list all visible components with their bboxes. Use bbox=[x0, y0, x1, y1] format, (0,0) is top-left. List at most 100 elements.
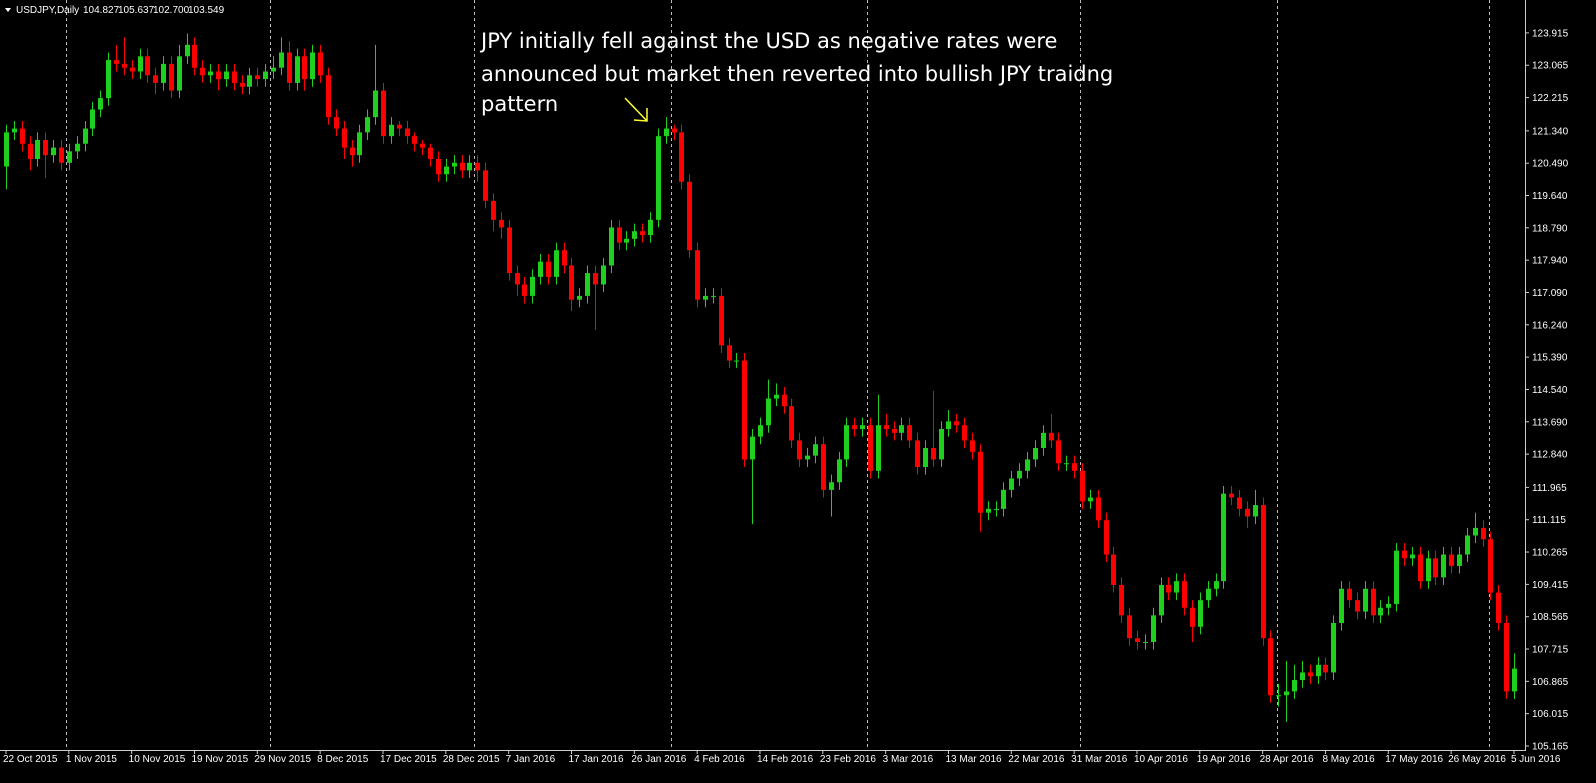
candle-body bbox=[687, 181, 692, 251]
y-tick-label: 114.540 bbox=[1532, 385, 1568, 396]
y-tick-label: 106.015 bbox=[1532, 709, 1569, 720]
y-tick-label: 111.115 bbox=[1532, 515, 1566, 526]
candle-body bbox=[1371, 588, 1376, 616]
annotation-line: pattern bbox=[481, 92, 558, 116]
x-tick-label: 17 May 2016 bbox=[1385, 754, 1443, 765]
candle-body bbox=[1378, 607, 1383, 616]
candle-body bbox=[1072, 463, 1077, 471]
candle-body bbox=[1308, 672, 1313, 677]
candle-body bbox=[1017, 470, 1022, 479]
y-tick-label: 108.565 bbox=[1532, 612, 1569, 623]
candle-body bbox=[12, 128, 17, 133]
header-triangle bbox=[5, 8, 11, 12]
candle-body bbox=[1323, 664, 1328, 673]
candle-body bbox=[475, 162, 480, 171]
candle-body bbox=[1418, 554, 1423, 582]
candle-body bbox=[365, 117, 370, 133]
candle-body bbox=[1363, 588, 1368, 612]
candle-body bbox=[1214, 581, 1219, 589]
y-tick-label: 107.715 bbox=[1532, 645, 1569, 656]
candle-body bbox=[1261, 505, 1266, 639]
candle-body bbox=[1025, 459, 1030, 471]
candle-body bbox=[153, 75, 158, 83]
candle-body bbox=[656, 136, 661, 220]
candle-body bbox=[1221, 493, 1226, 582]
candle-body bbox=[1041, 432, 1046, 449]
x-tick-label: 8 May 2016 bbox=[1322, 754, 1375, 765]
candle-body bbox=[1009, 478, 1014, 490]
x-tick-label: 26 Jan 2016 bbox=[631, 754, 686, 765]
candle-body bbox=[83, 128, 88, 144]
candle-body bbox=[4, 132, 9, 167]
x-tick-label: 22 Oct 2015 bbox=[3, 754, 58, 765]
candle-body bbox=[271, 67, 276, 72]
x-tick-label: 14 Feb 2016 bbox=[757, 754, 814, 765]
candle-body bbox=[51, 147, 56, 156]
candle-body bbox=[240, 82, 245, 87]
candle-body bbox=[1496, 592, 1501, 623]
candle-body bbox=[436, 158, 441, 175]
candle-body bbox=[632, 231, 637, 239]
header-high: 105.637 bbox=[118, 5, 155, 16]
candle-body bbox=[797, 440, 802, 460]
y-tick-label: 117.940 bbox=[1532, 256, 1568, 267]
candle-body bbox=[939, 429, 944, 460]
candle-body bbox=[577, 295, 582, 300]
x-tick-label: 19 Apr 2016 bbox=[1197, 754, 1251, 765]
candle-body bbox=[247, 75, 252, 87]
candle-body bbox=[1166, 584, 1171, 593]
candle-body bbox=[1457, 554, 1462, 566]
candle-body bbox=[357, 132, 362, 156]
candle-body bbox=[1088, 497, 1093, 502]
candle-body bbox=[216, 71, 221, 80]
candle-body bbox=[829, 482, 834, 490]
candle-body bbox=[837, 459, 842, 483]
candle-body bbox=[530, 276, 535, 296]
candle-body bbox=[1402, 550, 1407, 559]
candle-body bbox=[1080, 470, 1085, 502]
candle-body bbox=[538, 261, 543, 277]
candle-body bbox=[177, 56, 182, 91]
candle-body bbox=[978, 451, 983, 513]
y-tick-label: 109.415 bbox=[1532, 580, 1569, 591]
y-tick-label: 119.640 bbox=[1532, 191, 1568, 202]
x-tick-label: 5 Jun 2016 bbox=[1511, 754, 1561, 765]
candle-body bbox=[200, 67, 205, 76]
candle-body bbox=[342, 128, 347, 148]
candle-body bbox=[617, 227, 622, 243]
candle-body bbox=[522, 284, 527, 296]
candle-body bbox=[1504, 622, 1509, 692]
candle-body bbox=[1056, 440, 1061, 464]
candle-body bbox=[507, 227, 512, 274]
candle-body bbox=[546, 261, 551, 277]
candle-body bbox=[766, 398, 771, 426]
candle-body bbox=[711, 295, 716, 297]
candle-body bbox=[1111, 554, 1116, 585]
candle-body bbox=[310, 52, 315, 80]
candle-body bbox=[397, 124, 402, 129]
candle-body bbox=[1135, 638, 1140, 642]
candle-body bbox=[1410, 554, 1415, 559]
candle-body bbox=[460, 162, 465, 171]
x-tick-label: 22 Mar 2016 bbox=[1008, 754, 1065, 765]
candle-body bbox=[20, 128, 25, 144]
candle-body bbox=[90, 109, 95, 129]
candle-body bbox=[562, 250, 567, 266]
candle-body bbox=[405, 128, 410, 137]
candle-body bbox=[1033, 448, 1038, 460]
candle-body bbox=[122, 63, 127, 68]
candle-body bbox=[185, 44, 190, 57]
x-tick-label: 17 Dec 2015 bbox=[380, 754, 437, 765]
candle-body bbox=[106, 60, 111, 99]
candle-body bbox=[1253, 505, 1258, 517]
vertical-grid bbox=[66, 0, 1490, 750]
candle-body bbox=[734, 360, 739, 362]
x-tick-label: 4 Feb 2016 bbox=[694, 754, 745, 765]
header-close: 103.549 bbox=[188, 5, 225, 16]
y-tick-label: 123.915 bbox=[1532, 28, 1569, 39]
candle-body bbox=[1064, 463, 1069, 465]
candle-body bbox=[1347, 588, 1352, 601]
header-open: 104.827 bbox=[83, 5, 120, 16]
candle-body bbox=[624, 238, 629, 243]
header-symbol: USDJPY,Daily bbox=[16, 5, 79, 16]
